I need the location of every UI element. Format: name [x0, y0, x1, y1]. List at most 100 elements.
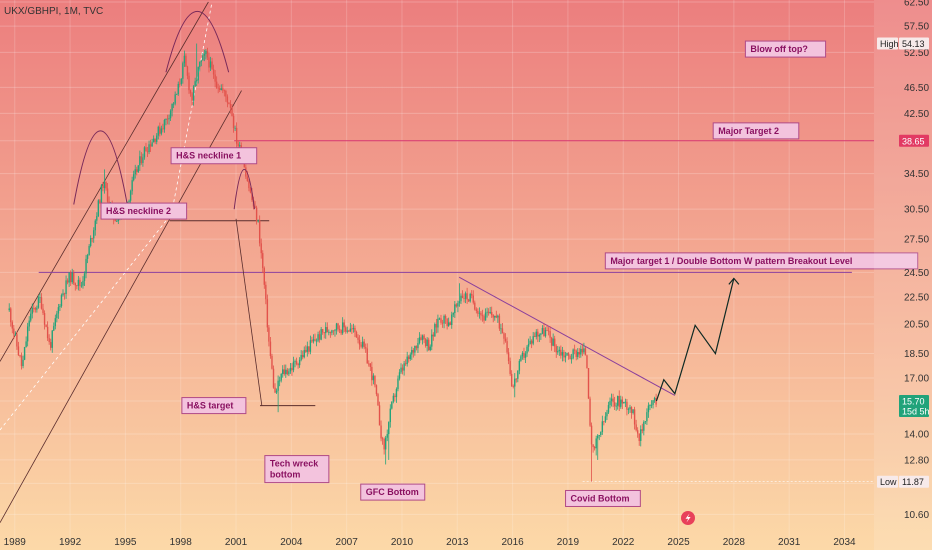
candle-body: [142, 157, 144, 163]
candle-body: [386, 434, 388, 438]
candle-body: [39, 297, 41, 299]
candle-body: [186, 66, 189, 76]
candle-body: [69, 272, 72, 283]
candle-body: [254, 206, 256, 208]
candle-body: [561, 351, 564, 356]
x-tick-label: 2025: [667, 537, 690, 548]
candle-body: [492, 315, 494, 318]
candle-body: [572, 349, 574, 359]
time-axis[interactable]: 1989 1992 1995 1998 2001 2004 2007 2010 2013 2016…: [4, 537, 856, 548]
y-tick-label: 14.00: [904, 430, 929, 441]
candle-body: [371, 366, 373, 381]
candle-body: [626, 401, 628, 410]
candle-body: [139, 156, 141, 166]
candle-body: [369, 363, 372, 367]
candle-body: [507, 352, 510, 362]
candle-body: [409, 354, 411, 360]
candle-body: [447, 322, 450, 327]
x-tick-label: 1989: [4, 537, 27, 548]
candle-body: [546, 330, 548, 331]
candle-body: [352, 327, 355, 330]
candle-body: [30, 313, 32, 321]
candle-body: [346, 330, 348, 332]
candle-body: [564, 355, 567, 358]
candle-body: [317, 334, 319, 341]
candle-body: [526, 346, 528, 354]
candle-body: [97, 200, 100, 217]
candle-body: [197, 67, 199, 81]
candle-body: [532, 336, 534, 344]
candle-body: [646, 412, 648, 422]
candle-body: [163, 119, 166, 130]
candle-body: [636, 430, 639, 434]
projection-path: [655, 278, 735, 402]
candle-body: [420, 337, 422, 340]
candle-body: [495, 315, 498, 318]
candle-body: [478, 312, 481, 314]
candle-body: [429, 346, 431, 351]
candle-body: [239, 145, 241, 147]
candle-body: [129, 191, 132, 201]
candle-body: [73, 272, 75, 284]
candle-body: [103, 181, 106, 188]
candle-body: [180, 78, 183, 85]
candle-body: [285, 369, 287, 375]
candle-body: [262, 253, 264, 269]
candle-body: [174, 94, 176, 104]
candle-body: [555, 346, 557, 353]
candle-body: [506, 341, 508, 353]
candle-body: [86, 255, 89, 259]
candle-body: [384, 437, 387, 450]
candle-body: [282, 369, 284, 375]
x-tick-label: 2019: [557, 537, 580, 548]
y-tick-label: 18.50: [904, 349, 929, 360]
candle-body: [586, 355, 588, 369]
pattern-lines: [0, 1, 874, 523]
candle-body: [503, 333, 505, 339]
candle-body: [349, 328, 352, 332]
candle-body: [93, 230, 95, 239]
candle-body: [500, 328, 502, 330]
candle-body: [320, 329, 322, 340]
candle-body: [17, 346, 20, 356]
candle-body: [457, 303, 459, 307]
candle-body: [31, 307, 33, 314]
annotation: H&S neckline 1: [170, 147, 258, 165]
candle-body: [176, 94, 178, 95]
candle-body: [235, 127, 238, 144]
candle-body: [435, 324, 438, 328]
candle-body: [157, 126, 159, 136]
candle-body: [550, 337, 553, 346]
candle-body: [494, 315, 496, 318]
price-axis-panel: [874, 0, 932, 550]
candle-body: [277, 380, 279, 391]
candle-body: [278, 380, 281, 382]
candle-body: [595, 438, 597, 449]
candle-body: [480, 312, 482, 316]
y-tick-label: 34.50: [904, 169, 929, 180]
candle-body: [43, 313, 46, 325]
candle-body: [635, 424, 637, 431]
candle-body: [417, 343, 419, 349]
candle-body: [206, 50, 209, 58]
annotation-box: [712, 122, 800, 140]
candle-body: [154, 138, 156, 142]
candle-body: [283, 369, 285, 375]
candle-body: [610, 398, 613, 401]
candle-body: [34, 308, 37, 310]
candle-body: [140, 156, 143, 163]
candle-body: [518, 360, 521, 371]
candle-body: [57, 307, 60, 314]
candle-body: [106, 188, 109, 202]
candle-body: [497, 315, 499, 318]
candle-body: [524, 353, 527, 358]
candle-body: [148, 144, 150, 153]
candle-body: [42, 308, 44, 314]
candle-body: [428, 339, 430, 351]
candle-body: [28, 320, 30, 327]
candle-body: [404, 363, 407, 365]
candle-body: [388, 422, 390, 435]
x-tick-label: 2016: [501, 537, 524, 548]
